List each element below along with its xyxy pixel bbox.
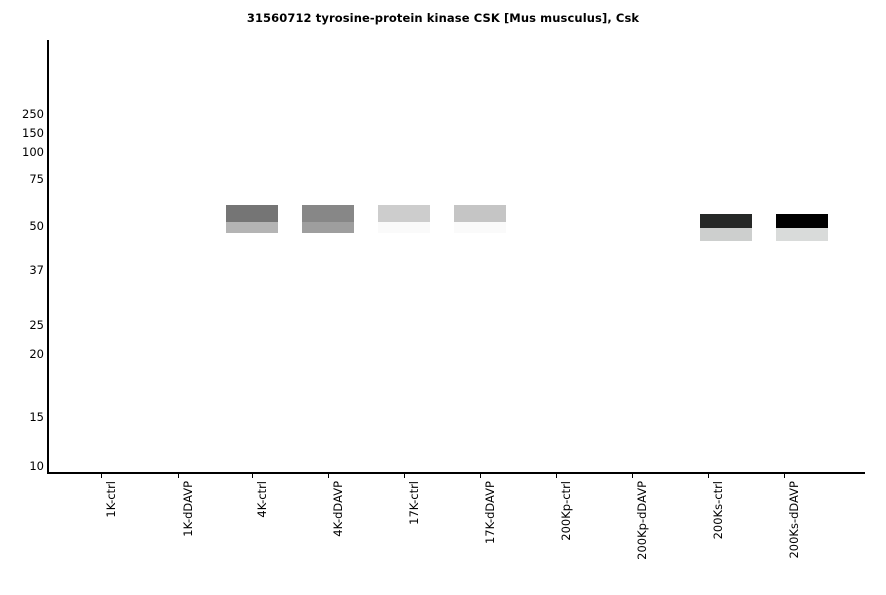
x-tick-mark: [632, 474, 633, 478]
x-tick-label: 200Ks-dDAVP: [787, 481, 801, 559]
y-tick-label: 250: [22, 107, 44, 121]
y-tick-label: 20: [29, 347, 44, 361]
blot-band-segment: [302, 205, 354, 222]
x-tick-label: 200Kp-ctrl: [559, 481, 573, 541]
blot-band: [378, 205, 430, 233]
y-tick-label: 15: [29, 410, 44, 424]
y-tick-label: 75: [29, 172, 44, 186]
blot-band-segment: [378, 205, 430, 222]
y-tick-label: 50: [29, 219, 44, 233]
blot-band-segment: [454, 205, 506, 222]
x-tick-mark: [480, 474, 481, 478]
blot-band-segment: [700, 214, 752, 228]
y-tick-label: 37: [29, 263, 44, 277]
blot-plot-area: [49, 40, 865, 472]
x-tick-mark: [252, 474, 253, 478]
blot-band-segment: [378, 222, 430, 233]
blot-band-segment: [226, 205, 278, 222]
blot-band-segment: [226, 222, 278, 233]
x-tick-label: 200Kp-dDAVP: [635, 481, 649, 560]
x-tick-label: 1K-ctrl: [104, 481, 118, 518]
y-tick-label: 10: [29, 459, 44, 473]
x-tick-mark: [784, 474, 785, 478]
x-tick-mark: [556, 474, 557, 478]
x-tick-label: 17K-ctrl: [407, 481, 421, 525]
blot-band: [454, 205, 506, 233]
y-axis-line: [47, 40, 49, 474]
x-tick-mark: [101, 474, 102, 478]
chart-title: 31560712 tyrosine-protein kinase CSK [Mu…: [246, 11, 640, 25]
blot-band: [700, 214, 752, 241]
blot-band-segment: [700, 228, 752, 241]
x-tick-mark: [404, 474, 405, 478]
blot-band: [302, 205, 354, 233]
x-tick-label: 17K-dDAVP: [483, 481, 497, 545]
y-tick-label: 100: [22, 145, 44, 159]
blot-band-segment: [454, 222, 506, 233]
blot-band-segment: [776, 228, 828, 241]
blot-band: [226, 205, 278, 233]
blot-band-segment: [302, 222, 354, 233]
blot-band: [776, 214, 828, 241]
x-tick-label: 200Ks-ctrl: [711, 481, 725, 540]
y-axis-tick-labels: 250 150 100 75 50 37 25 20 15 10: [0, 0, 44, 595]
x-tick-label: 1K-dDAVP: [181, 481, 195, 537]
x-tick-label: 4K-ctrl: [255, 481, 269, 518]
x-tick-mark: [708, 474, 709, 478]
x-tick-mark: [328, 474, 329, 478]
y-tick-label: 25: [29, 318, 44, 332]
blot-band-segment: [776, 214, 828, 228]
x-tick-label: 4K-dDAVP: [331, 481, 345, 537]
x-tick-mark: [178, 474, 179, 478]
x-axis-line: [47, 472, 865, 474]
y-tick-label: 150: [22, 126, 44, 140]
